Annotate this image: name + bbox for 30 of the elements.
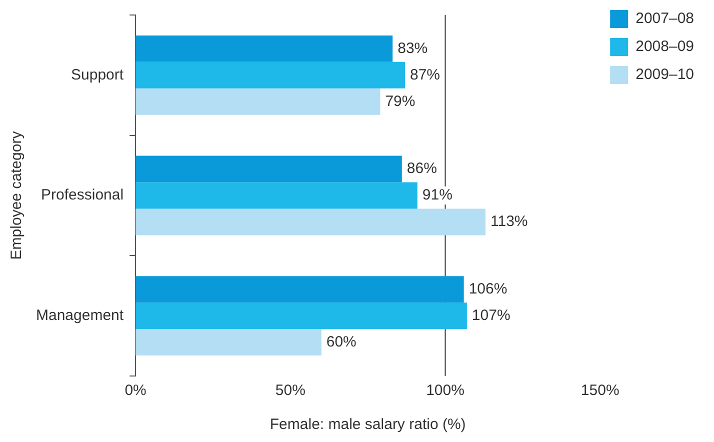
x-tick-label: 50% (275, 382, 306, 400)
x-axis-title: Female: male salary ratio (%) (270, 416, 466, 434)
bar (136, 302, 467, 330)
bar (136, 208, 486, 236)
x-tick-label: 0% (124, 382, 146, 400)
bar (136, 88, 380, 115)
y-axis-title: Employee category (8, 130, 26, 260)
bar (136, 276, 464, 303)
x-tick-label: 150% (580, 382, 620, 400)
bar (136, 182, 418, 209)
data-label: 87% (410, 66, 440, 84)
x-tick-label: 100% (426, 382, 464, 400)
bar (136, 35, 393, 62)
bar (136, 329, 322, 356)
data-label: 79% (385, 92, 416, 110)
y-tick-label: Support (71, 66, 124, 84)
legend-label: 2007–08 (636, 10, 694, 28)
legend-label: 2008–09 (636, 38, 694, 56)
data-label: 91% (422, 186, 452, 204)
legend-label: 2009–10 (636, 66, 694, 84)
data-label: 60% (326, 333, 356, 350)
data-label: 113% (490, 213, 528, 230)
data-label: 107% (472, 306, 510, 324)
data-label: 86% (406, 160, 437, 178)
bar (136, 62, 405, 88)
data-label: 106% (468, 280, 508, 298)
data-label: 83% (398, 40, 428, 57)
y-tick-label: Management (36, 306, 124, 324)
y-tick-label: Professional (41, 186, 124, 204)
bar (136, 156, 402, 182)
